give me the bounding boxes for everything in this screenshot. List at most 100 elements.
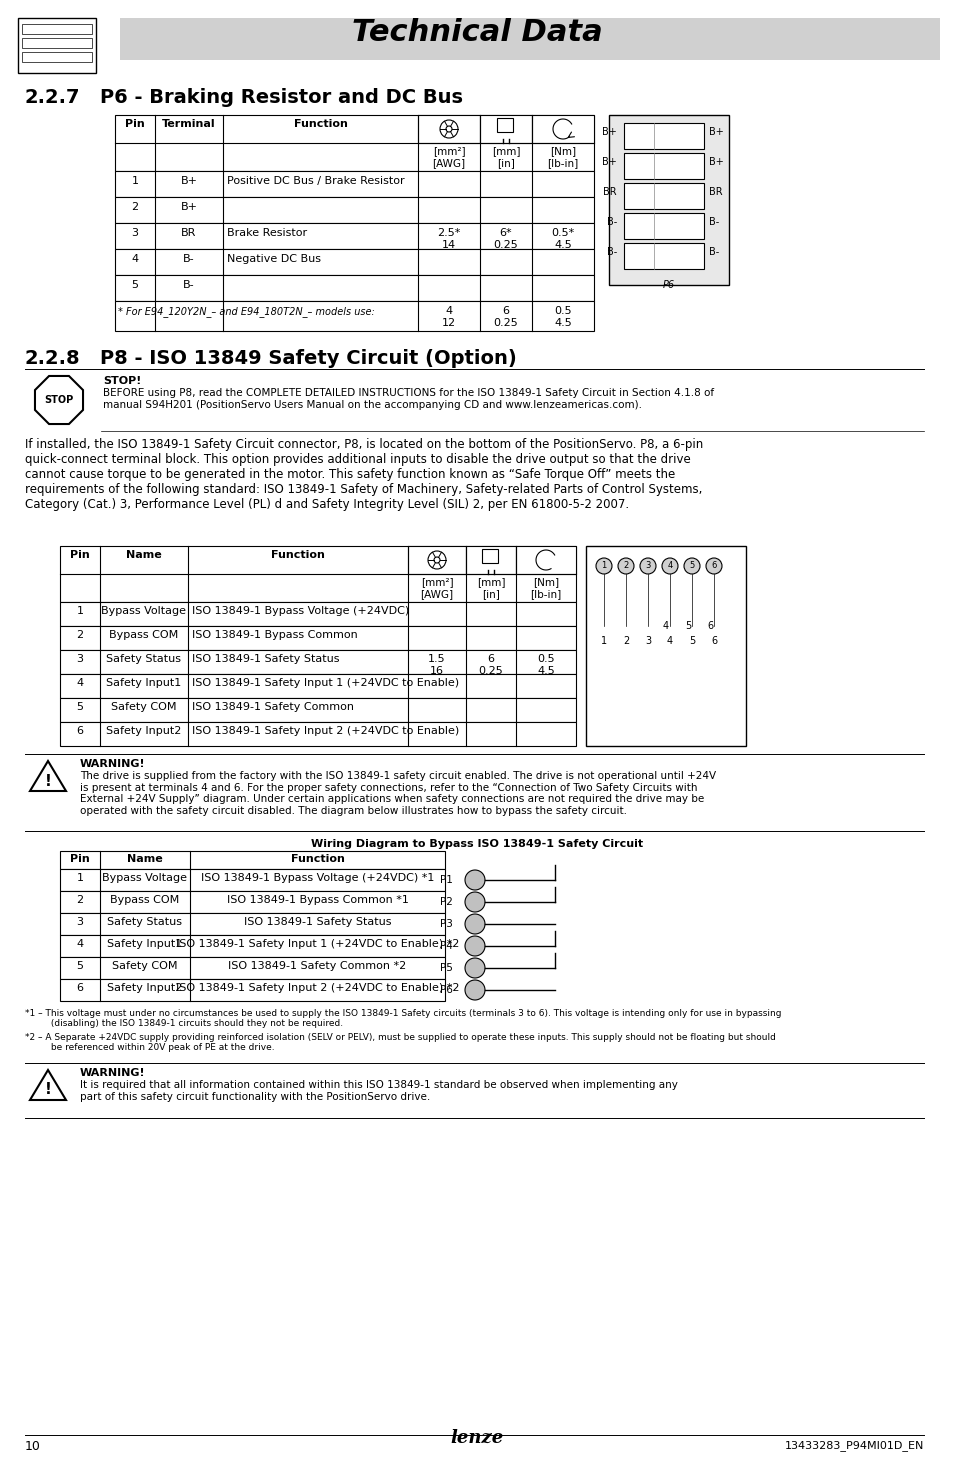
Text: 2: 2	[76, 895, 84, 906]
Text: [Nm]
[lb-in]: [Nm] [lb-in]	[530, 577, 561, 599]
Bar	[60, 650, 576, 674]
Text: 5: 5	[132, 280, 138, 291]
Text: 2.2.7: 2.2.7	[25, 88, 80, 108]
Bar	[60, 698, 576, 721]
Polygon shape	[30, 761, 66, 791]
Bar	[497, 118, 513, 131]
Text: The drive is supplied from the factory with the ISO 13849-1 safety circuit enabl: The drive is supplied from the factory w…	[80, 771, 716, 816]
Circle shape	[464, 914, 484, 934]
Bar	[60, 935, 444, 957]
Bar	[22, 38, 91, 49]
Text: 0.5
4.5: 0.5 4.5	[554, 305, 571, 327]
Text: !: !	[45, 1083, 51, 1097]
Text: P6 - Braking Resistor and DC Bus: P6 - Braking Resistor and DC Bus	[100, 88, 462, 108]
Text: P1: P1	[439, 875, 453, 885]
Polygon shape	[30, 1069, 66, 1100]
Text: ISO 13849-1 Safety Common: ISO 13849-1 Safety Common	[192, 702, 354, 712]
Bar	[60, 721, 576, 746]
Bar	[60, 546, 576, 602]
Text: 6: 6	[710, 636, 717, 646]
Bar	[481, 549, 497, 563]
Text: Safety Input1: Safety Input1	[108, 940, 182, 948]
Text: 6
0.25: 6 0.25	[493, 305, 517, 327]
Bar	[623, 243, 703, 268]
Text: Name: Name	[126, 550, 162, 560]
Bar	[532, 115, 594, 143]
Bar	[60, 869, 444, 891]
Text: P6: P6	[662, 280, 675, 291]
Text: ISO 13849-1 Safety Input 1 (+24VDC to Enable): ISO 13849-1 Safety Input 1 (+24VDC to En…	[192, 678, 458, 687]
Text: 1: 1	[76, 606, 84, 617]
Bar	[408, 546, 465, 574]
Text: BR: BR	[602, 187, 617, 198]
Text: Function: Function	[294, 119, 347, 128]
Bar	[18, 18, 96, 72]
Circle shape	[428, 552, 446, 569]
Bar	[60, 979, 444, 1002]
Text: ISO 13849-1 Safety Input 2 (+24VDC to Enable): ISO 13849-1 Safety Input 2 (+24VDC to En…	[192, 726, 458, 736]
Text: *2 – A Separate +24VDC supply providing reinforced isolation (SELV or PELV), mus: *2 – A Separate +24VDC supply providing …	[25, 1032, 775, 1052]
Text: 1: 1	[76, 873, 84, 884]
Text: B-: B-	[606, 246, 617, 257]
Text: P6: P6	[439, 985, 453, 996]
Bar	[115, 301, 594, 330]
Text: B+: B+	[601, 127, 617, 137]
Text: Name: Name	[127, 854, 163, 864]
Text: 3: 3	[644, 562, 650, 571]
Circle shape	[464, 979, 484, 1000]
Bar	[479, 115, 532, 143]
Text: Safety Input2: Safety Input2	[106, 726, 181, 736]
Bar	[120, 18, 939, 60]
Bar	[623, 153, 703, 178]
Text: Safety Input2: Safety Input2	[107, 982, 182, 993]
Text: 2.5*
14: 2.5* 14	[436, 229, 460, 249]
Text: 4: 4	[76, 940, 84, 948]
Circle shape	[639, 558, 656, 574]
Bar	[60, 957, 444, 979]
Text: Safety Input1: Safety Input1	[107, 678, 181, 687]
Text: STOP: STOP	[45, 395, 73, 406]
Text: If installed, the ISO 13849-1 Safety Circuit connector, P8, is located on the bo: If installed, the ISO 13849-1 Safety Cir…	[25, 438, 702, 510]
Text: 5: 5	[76, 962, 84, 971]
Text: ISO 13849-1 Bypass Voltage (+24VDC) *1: ISO 13849-1 Bypass Voltage (+24VDC) *1	[200, 873, 434, 884]
Text: 1: 1	[132, 176, 138, 186]
Text: 6*
0.25: 6* 0.25	[493, 229, 517, 249]
Circle shape	[618, 558, 634, 574]
Text: Safety Status: Safety Status	[108, 917, 182, 926]
Text: Bypass Voltage: Bypass Voltage	[101, 606, 186, 617]
Bar	[60, 625, 576, 650]
Text: Wiring Diagram to Bypass ISO 13849-1 Safety Circuit: Wiring Diagram to Bypass ISO 13849-1 Saf…	[311, 839, 642, 850]
Text: Safety COM: Safety COM	[112, 702, 176, 712]
Text: ISO 13849-1 Bypass Voltage (+24VDC): ISO 13849-1 Bypass Voltage (+24VDC)	[192, 606, 409, 617]
Text: 2: 2	[622, 562, 628, 571]
Bar	[115, 115, 594, 171]
Bar	[60, 891, 444, 913]
Text: P4: P4	[439, 941, 453, 951]
Text: 4: 4	[667, 562, 672, 571]
Text: 4: 4	[76, 678, 84, 687]
Text: WARNING!: WARNING!	[80, 1068, 146, 1078]
Bar	[417, 115, 479, 143]
Text: 5: 5	[689, 562, 694, 571]
Bar	[115, 171, 594, 198]
Polygon shape	[35, 376, 83, 423]
Bar	[115, 198, 594, 223]
Text: 6: 6	[76, 982, 84, 993]
Bar	[60, 674, 576, 698]
Text: 4: 4	[666, 636, 673, 646]
Text: Technical Data: Technical Data	[352, 18, 601, 47]
Bar	[623, 183, 703, 209]
Text: P5: P5	[439, 963, 453, 974]
Text: Bypass COM: Bypass COM	[110, 630, 178, 640]
Text: BEFORE using P8, read the COMPLETE DETAILED INSTRUCTIONS for the ISO 13849-1 Saf: BEFORE using P8, read the COMPLETE DETAI…	[103, 388, 714, 410]
Circle shape	[446, 125, 452, 131]
Text: [mm]
[in]: [mm] [in]	[476, 577, 505, 599]
Text: ISO 13849-1 Safety Status: ISO 13849-1 Safety Status	[244, 917, 391, 926]
Text: WARNING!: WARNING!	[80, 760, 146, 768]
Bar	[623, 212, 703, 239]
Text: ISO 13849-1 Bypass Common *1: ISO 13849-1 Bypass Common *1	[226, 895, 408, 906]
Text: BR: BR	[708, 187, 721, 198]
Text: *1 – This voltage must under no circumstances be used to supply the ISO 13849-1 : *1 – This voltage must under no circumst…	[25, 1009, 781, 1028]
Text: B-: B-	[183, 280, 194, 291]
Text: P2: P2	[439, 897, 453, 907]
